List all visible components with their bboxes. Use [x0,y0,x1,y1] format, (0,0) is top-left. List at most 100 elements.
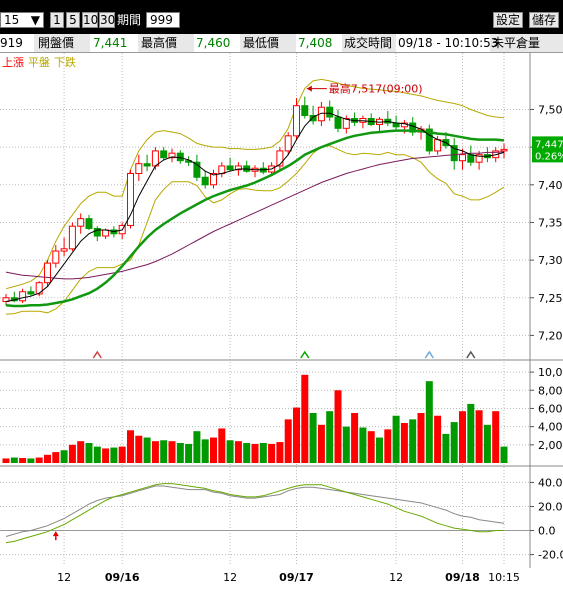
candle-body [500,148,508,152]
last-price-value: 7,447 [535,139,563,150]
volume-bar [326,411,334,463]
period-button-30[interactable]: 30 [99,12,116,28]
volume-axis-tick-label: 8,00 [538,384,563,397]
time-axis-label: 09/16 [105,571,140,584]
volume-bar [19,458,27,463]
legend-flat: 平盤 [28,56,50,69]
oscillator-axis-tick-label: 0.0 [538,525,556,538]
volume-bar [309,413,317,463]
volume-bar [243,443,251,463]
volume-bar [259,443,267,463]
open-price-label: 開盤價 [38,36,75,50]
volume-bar [68,444,76,463]
candle-body [27,291,35,295]
volume-bar [85,443,93,463]
candle-body [135,163,143,174]
candle-body [226,165,234,171]
volume-bar [301,374,309,463]
candle-body [176,152,184,162]
price-axis-tick-label: 7,250 [538,292,563,305]
volume-bar [102,448,110,463]
volume-bar [367,431,375,463]
lower-band-line [5,145,505,315]
candle-body [19,291,27,302]
oscillator-axis-tick-label: 20.0 [538,500,563,513]
candle-body [201,176,209,186]
period-button-5[interactable]: 5 [66,12,80,28]
volume-bar [376,437,383,463]
volume-bar [392,415,400,463]
signal-marker [466,350,476,359]
time-axis-label: 12 [223,571,237,584]
price-axis-tick-label: 7,300 [538,254,563,267]
candle-body [293,105,300,137]
upper-band-line [5,78,505,290]
volume-bar [185,443,193,463]
candle-body [425,128,433,152]
oscillator-axis-tick-label: 40.0 [538,476,563,489]
price-axis-tick-label: 7,400 [538,179,563,192]
settings-button[interactable]: 設定 [493,12,523,28]
time-axis-label: 12 [389,571,403,584]
signal-marker [424,350,434,359]
candle-body [85,218,93,229]
period-count-input[interactable]: 999 [146,12,180,28]
open-price-value: 7,441 [93,36,128,50]
volume-bar [10,457,18,463]
candle-body [309,115,317,122]
candle-body [326,106,334,118]
volume-bar [442,433,450,463]
candle-body [434,139,442,152]
price-axis-tick-label: 7,350 [538,216,563,229]
chevron-down-icon: ▼ [30,13,40,27]
candle-body [467,154,475,163]
volume-bar [52,452,60,463]
volume-bar [284,419,292,463]
period-button-1[interactable]: 1 [50,12,64,28]
signal-marker [300,350,310,359]
time-axis-label: 09/17 [279,571,314,584]
oscillator-slow-line [5,483,504,544]
volume-bar [193,431,201,463]
candle-body [301,105,309,117]
chart-area: 7,5007,4507,4007,3507,3007,2507,20010,00… [0,53,563,584]
legend-up: 上漲 [2,56,24,69]
volume-axis-tick-label: 10,00 [538,366,563,379]
volume-bar [351,413,359,463]
candle-body [459,154,466,162]
volume-bar [210,437,217,463]
candle-body [234,165,242,171]
volume-bar [251,443,259,463]
oscillator-fast-line [5,485,505,537]
volume-bar [77,441,85,463]
volume-bar [334,390,342,463]
volume-bar [293,407,300,463]
high-annotation-arrowhead [306,85,312,92]
price-axis-tick-label: 7,500 [538,103,563,116]
volume-bar [467,403,475,463]
volume-bar [60,450,68,463]
volume-bar [417,413,425,463]
candle-body [35,282,43,295]
volume-bar [450,422,458,463]
period-select[interactable]: 15 ▼ [0,12,44,28]
period-button-10[interactable]: 10 [82,12,99,28]
volume-bar [459,411,466,463]
trade-time-label: 成交時間 [344,36,393,50]
candle-body [334,116,342,129]
volume-bar [317,424,325,463]
save-button[interactable]: 儲存 [529,12,559,28]
volume-bar [93,446,101,463]
oscillator-signal-marker [52,531,59,537]
short-ma-line [5,112,505,302]
long-ma-line [5,151,505,280]
open-interest-label: 未平倉量 [492,36,541,50]
candle-body [151,150,159,167]
candle-body [68,225,76,250]
period-label: 期間 [117,13,142,27]
candle-body [218,165,226,174]
candle-body [160,150,168,159]
oscillator-axis-tick-label: -20.0 [538,549,563,562]
volume-bar [492,411,500,463]
high-annotation: 最高7,517(09:00) [329,82,423,96]
